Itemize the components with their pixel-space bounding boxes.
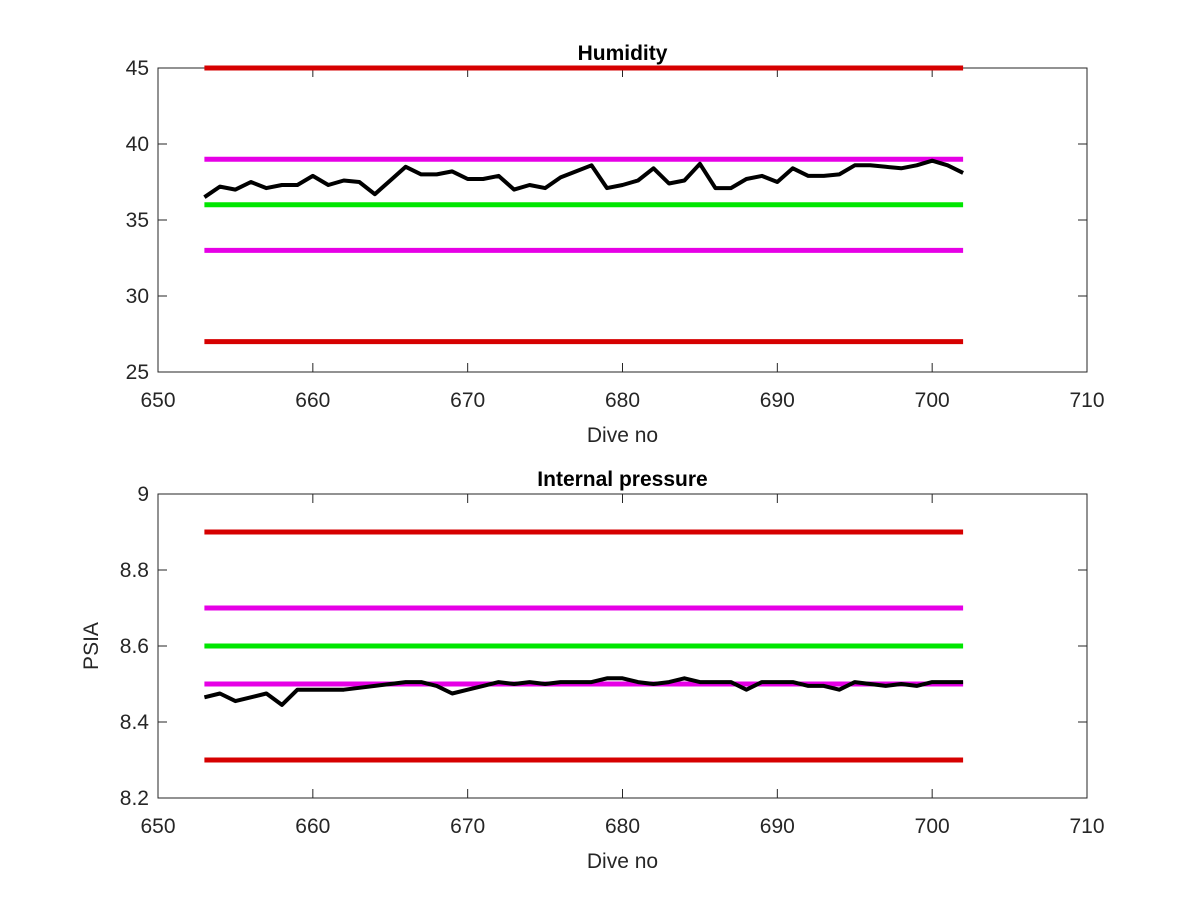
humidity-axes: 650 660 670 680 690 700 710 25 30 35 40 45 Humidity D… [126,42,1105,447]
chart-0-xtick-label: 710 [1069,389,1104,412]
chart-0-data-line [203,158,964,199]
chart-0-xtick-label: 670 [450,389,485,412]
chart-0-title: Humidity [578,42,668,65]
internal-pressure-axes: 650 660 670 680 690 700 710 8.2 8.4 8.6 8.8 9 Intern… [80,468,1105,873]
chart-1-data-line [203,676,964,707]
chart-1-xtick-label: 690 [760,815,795,838]
chart-0-xtick-label: 690 [760,389,795,412]
chart-0-ytick-label: 30 [126,285,149,308]
chart-0-ytick-label: 40 [126,133,149,156]
chart-1-xtick-label: 700 [915,815,950,838]
chart-1-xtick-label: 660 [295,815,330,838]
chart-0-xlabel: Dive no [587,424,658,447]
chart-1-ylabel: PSIA [80,622,103,670]
chart-1-xtick-label: 710 [1069,815,1104,838]
chart-1-ytick-label: 8.2 [120,787,149,810]
chart-1-xtick-label: 650 [140,815,175,838]
chart-0-ytick-label: 25 [126,361,149,384]
chart-0-axes-box [157,67,1088,373]
chart-1-xtick-label: 670 [450,815,485,838]
chart-0-ytick-label: 45 [126,57,149,80]
chart-1-xtick-label: 680 [605,815,640,838]
chart-1-ytick-label: 8.8 [120,559,149,582]
chart-1-xlabel: Dive no [587,850,658,873]
chart-1-title: Internal pressure [537,468,707,491]
chart-1-ytick-label: 8.6 [120,635,149,658]
chart-0-xtick-label: 660 [295,389,330,412]
chart-0-xtick-label: 700 [915,389,950,412]
chart-1-ytick-label: 9 [137,483,149,506]
chart-0-ytick-label: 35 [126,209,149,232]
chart-0-xtick-label: 680 [605,389,640,412]
chart-0-xtick-label: 650 [140,389,175,412]
chart-1-ytick-label: 8.4 [120,711,150,734]
